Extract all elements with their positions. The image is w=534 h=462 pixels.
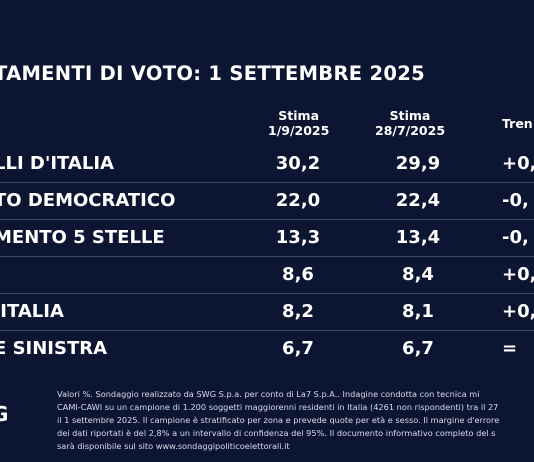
footnote-line: il 1 settembre 2025. Il campione è strat… bbox=[57, 415, 500, 425]
trend-value: -0, bbox=[502, 227, 529, 248]
trend-value: = bbox=[502, 338, 518, 359]
row-divider bbox=[0, 256, 534, 257]
column-header-estimate-current: Stima 1/9/2025 bbox=[268, 108, 329, 138]
table-row: ITALIA 8,2 8,1 +0, bbox=[0, 297, 534, 327]
estimate-previous: 6,7 bbox=[402, 338, 434, 359]
estimate-previous: 8,1 bbox=[402, 301, 434, 322]
brand-logo: G bbox=[0, 402, 9, 426]
party-name: ITALIA bbox=[0, 301, 64, 322]
row-divider bbox=[0, 293, 534, 294]
estimate-previous: 22,4 bbox=[395, 190, 441, 211]
estimate-current: 13,3 bbox=[275, 227, 321, 248]
trend-value: +0, bbox=[502, 264, 534, 285]
table-row: 8,6 8,4 +0, bbox=[0, 260, 534, 290]
column-header-trend: Tren bbox=[502, 116, 533, 131]
column-header-date: 28/7/2025 bbox=[375, 123, 446, 138]
row-divider bbox=[0, 219, 534, 220]
party-name: MENTO 5 STELLE bbox=[0, 227, 165, 248]
column-header-date: 1/9/2025 bbox=[268, 123, 330, 138]
footnote-line: sarà disponibile sul sito www.sondaggipo… bbox=[57, 441, 290, 451]
footnote-line: Valori %. Sondaggio realizzato da SWG S.… bbox=[57, 389, 480, 399]
party-name: LLI D'ITALIA bbox=[0, 153, 114, 174]
table-row: TO DEMOCRATICO 22,0 22,4 -0, bbox=[0, 186, 534, 216]
column-header-trend-label: Tren bbox=[502, 116, 533, 131]
table-row: MENTO 5 STELLE 13,3 13,4 -0, bbox=[0, 223, 534, 253]
party-name: TO DEMOCRATICO bbox=[0, 190, 176, 211]
row-divider bbox=[0, 182, 534, 183]
row-divider bbox=[0, 330, 534, 331]
estimate-current: 22,0 bbox=[275, 190, 321, 211]
estimate-current: 30,2 bbox=[275, 153, 321, 174]
estimate-previous: 29,9 bbox=[395, 153, 441, 174]
trend-value: +0, bbox=[502, 301, 534, 322]
estimate-previous: 13,4 bbox=[395, 227, 441, 248]
party-name: E SINISTRA bbox=[0, 338, 108, 359]
table-row: LLI D'ITALIA 30,2 29,9 +0, bbox=[0, 149, 534, 179]
page-title: TAMENTI DI VOTO: 1 SETTEMBRE 2025 bbox=[0, 62, 425, 85]
column-header-estimate-previous: Stima 28/7/2025 bbox=[375, 108, 445, 138]
trend-value: -0, bbox=[502, 190, 529, 211]
column-header-label: Stima bbox=[278, 108, 320, 123]
estimate-current: 6,7 bbox=[282, 338, 314, 359]
table-row: E SINISTRA 6,7 6,7 = bbox=[0, 334, 534, 364]
footnote-line: dei dati riportati è del 2,8% a un inter… bbox=[57, 428, 496, 438]
column-header-label: Stima bbox=[389, 108, 431, 123]
footnote-line: CAMI-CAWI su un campione di 1.200 sogget… bbox=[57, 402, 499, 412]
estimate-current: 8,6 bbox=[282, 264, 314, 285]
methodology-footnote: Valori %. Sondaggio realizzato da SWG S.… bbox=[57, 388, 534, 453]
estimate-previous: 8,4 bbox=[402, 264, 434, 285]
estimate-current: 8,2 bbox=[282, 301, 314, 322]
trend-value: +0, bbox=[502, 153, 534, 174]
